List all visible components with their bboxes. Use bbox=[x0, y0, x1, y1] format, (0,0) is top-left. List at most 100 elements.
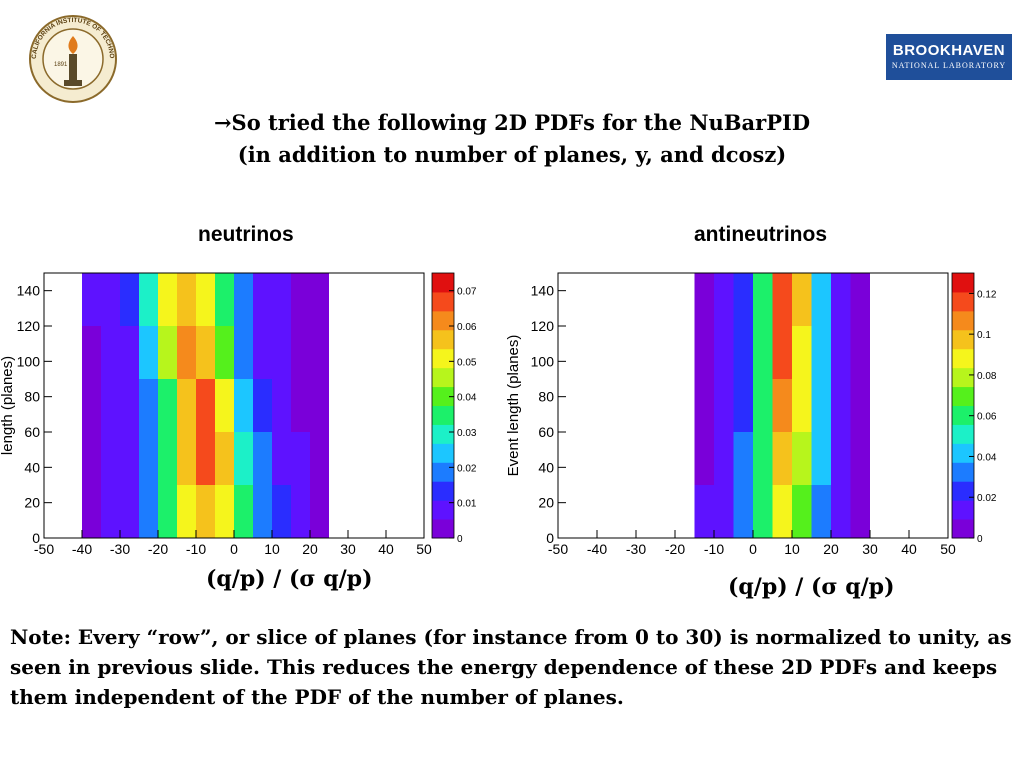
neutrinos-heatmap-cell bbox=[101, 379, 120, 432]
neutrinos-colorbar-segment bbox=[432, 329, 454, 350]
neutrinos-heatmap-cell bbox=[310, 379, 329, 432]
antineutrinos-heatmap-cell bbox=[753, 432, 773, 485]
antineutrinos-heatmap-cell bbox=[772, 273, 792, 326]
antineutrinos-x-tick-label: -10 bbox=[704, 541, 724, 557]
antineutrinos-heatmap-cell bbox=[714, 379, 734, 432]
neutrinos-heatmap-cell bbox=[253, 432, 272, 485]
neutrinos-heatmap-cell bbox=[82, 485, 101, 538]
antineutrinos-x-tick-label: 30 bbox=[862, 541, 878, 557]
neutrinos-colorbar-segment bbox=[432, 310, 454, 331]
neutrinos-colorbar-tick-label: 0.04 bbox=[457, 393, 477, 404]
antineutrinos-colorbar-segment bbox=[952, 348, 974, 369]
antineutrinos-heatmap-cell bbox=[694, 273, 714, 326]
neutrinos-colorbar-tick-label: 0.02 bbox=[457, 463, 477, 474]
neutrinos-colorbar-tick-label: 0.07 bbox=[457, 287, 477, 298]
neutrinos-heatmap-cell bbox=[234, 273, 253, 326]
antineutrinos-colorbar-segment bbox=[952, 291, 974, 312]
antineutrinos-heatmap-cell bbox=[811, 379, 831, 432]
neutrinos-x-tick-label: 20 bbox=[302, 541, 318, 557]
neutrinos-heatmap-cell bbox=[101, 432, 120, 485]
caltech-seal-logo: CALIFORNIA INSTITUTE OF TECHNOLOGY 1891 bbox=[25, 9, 118, 104]
neutrinos-colorbar-segment bbox=[432, 367, 454, 388]
neutrinos-colorbar-segment bbox=[432, 424, 454, 444]
neutrinos-x-tick-label: -30 bbox=[110, 541, 130, 557]
neutrinos-colorbar-segment bbox=[432, 291, 454, 312]
neutrinos-heatmap-cell bbox=[291, 273, 310, 326]
neutrinos-heatmap-cell bbox=[234, 485, 253, 538]
antineutrinos-colorbar-segment bbox=[952, 367, 974, 388]
neutrinos-y-tick-label: 20 bbox=[24, 495, 40, 511]
neutrinos-heatmap-chart: -50 -40 -30 -20 -10 0 10 20 30 40 50 0 20 40 60 80 100 12… bbox=[0, 272, 477, 557]
brookhaven-logo-main: BROOKHAVEN bbox=[892, 42, 1006, 59]
neutrinos-colorbar-border bbox=[431, 272, 455, 539]
neutrinos-colorbar-segment bbox=[432, 443, 454, 463]
antineutrinos-x-tick-label: -50 bbox=[548, 541, 568, 557]
neutrinos-y-tick-label: 0 bbox=[32, 530, 40, 546]
neutrinos-heatmap-cell bbox=[196, 273, 215, 326]
antineutrinos-x-tick-label: 50 bbox=[940, 541, 956, 557]
antineutrinos-heatmap-cell bbox=[850, 379, 870, 432]
antineutrinos-y-tick-label: 0 bbox=[546, 530, 554, 546]
neutrinos-x-tick-label: 40 bbox=[378, 541, 394, 557]
neutrinos-x-tick-label: 10 bbox=[264, 541, 280, 557]
neutrinos-colorbar-segment bbox=[432, 500, 454, 520]
antineutrinos-heatmap-cell bbox=[850, 432, 870, 485]
antineutrinos-colorbar-segment bbox=[952, 273, 974, 293]
neutrinos-heatmap-cell bbox=[139, 273, 158, 326]
neutrinos-colorbar-segment bbox=[432, 519, 454, 539]
neutrinos-heatmap-cell bbox=[215, 326, 234, 379]
antineutrinos-heatmap-cell bbox=[733, 326, 753, 379]
antineutrinos-heatmap-cell bbox=[772, 379, 792, 432]
neutrinos-heatmap-cell bbox=[158, 485, 177, 538]
antineutrinos-x-tick-label: 10 bbox=[784, 541, 800, 557]
neutrinos-heatmap-cell bbox=[101, 273, 120, 326]
neutrinos-heatmap-cell bbox=[272, 485, 291, 538]
neutrinos-heatmap-cell bbox=[272, 379, 291, 432]
neutrinos-heatmap-cell bbox=[177, 432, 196, 485]
neutrinos-heatmap-cell bbox=[234, 379, 253, 432]
neutrinos-colorbar-segment bbox=[432, 481, 454, 501]
antineutrinos-colorbar-tick-label: 0.1 bbox=[977, 330, 991, 341]
antineutrinos-label: antineutrinos bbox=[694, 223, 828, 246]
antineutrinos-heatmap-cell bbox=[792, 432, 812, 485]
antineutrinos-heatmap-cell bbox=[811, 485, 831, 538]
neutrinos-heatmap-cell bbox=[177, 379, 196, 432]
antineutrinos-colorbar-tick-label: 0 bbox=[977, 534, 983, 545]
antineutrinos-heatmap-cell bbox=[850, 326, 870, 379]
antineutrinos-y-tick-label: 140 bbox=[531, 283, 555, 299]
neutrinos-colorbar-segment bbox=[432, 348, 454, 369]
neutrinos-colorbar-tick-label: 0 bbox=[457, 534, 463, 545]
antineutrinos-heatmap-cell bbox=[792, 273, 812, 326]
neutrinos-heatmap-cell bbox=[215, 379, 234, 432]
neutrinos-heatmap-cell bbox=[310, 326, 329, 379]
neutrinos-x-tick-label: -20 bbox=[148, 541, 168, 557]
antineutrinos-heatmap-cell bbox=[850, 485, 870, 538]
slide-title-line1: →So tried the following 2D PDFs for the … bbox=[213, 110, 811, 135]
neutrinos-heatmap-cell bbox=[253, 273, 272, 326]
antineutrinos-colorbar-segment bbox=[952, 424, 974, 444]
neutrinos-y-tick-label: 120 bbox=[17, 318, 41, 334]
antineutrinos-colorbar-border bbox=[951, 272, 975, 539]
antineutrinos-y-tick-label: 80 bbox=[538, 389, 554, 405]
antineutrinos-heatmap-cell bbox=[831, 273, 851, 326]
antineutrinos-heatmap-cell bbox=[811, 273, 831, 326]
antineutrinos-heatmap-cell bbox=[831, 326, 851, 379]
antineutrinos-x-tick-label: -30 bbox=[626, 541, 646, 557]
neutrinos-heatmap-cell bbox=[196, 326, 215, 379]
neutrinos-heatmap-cell bbox=[158, 273, 177, 326]
antineutrinos-colorbar-segment bbox=[952, 519, 974, 539]
neutrinos-heatmap-cell bbox=[291, 326, 310, 379]
neutrinos-heatmap-cell bbox=[234, 432, 253, 485]
antineutrinos-x-tick-label: -20 bbox=[665, 541, 685, 557]
neutrinos-colorbar-tick-label: 0.05 bbox=[457, 357, 477, 368]
neutrinos-heatmap-cell bbox=[120, 273, 139, 326]
brookhaven-logo: BROOKHAVEN NATIONAL LABORATORY bbox=[886, 34, 1012, 80]
neutrinos-heatmap-cell bbox=[310, 432, 329, 485]
antineutrinos-heatmap-cell bbox=[694, 379, 714, 432]
antineutrinos-heatmap-cell bbox=[753, 273, 773, 326]
brookhaven-logo-sub: NATIONAL LABORATORY bbox=[891, 61, 1007, 70]
antineutrinos-y-tick-label: 60 bbox=[538, 424, 554, 440]
antineutrinos-heatmap-cell bbox=[714, 326, 734, 379]
antineutrinos-heatmap-cell bbox=[753, 485, 773, 538]
antineutrinos-heatmap-cell bbox=[714, 485, 734, 538]
